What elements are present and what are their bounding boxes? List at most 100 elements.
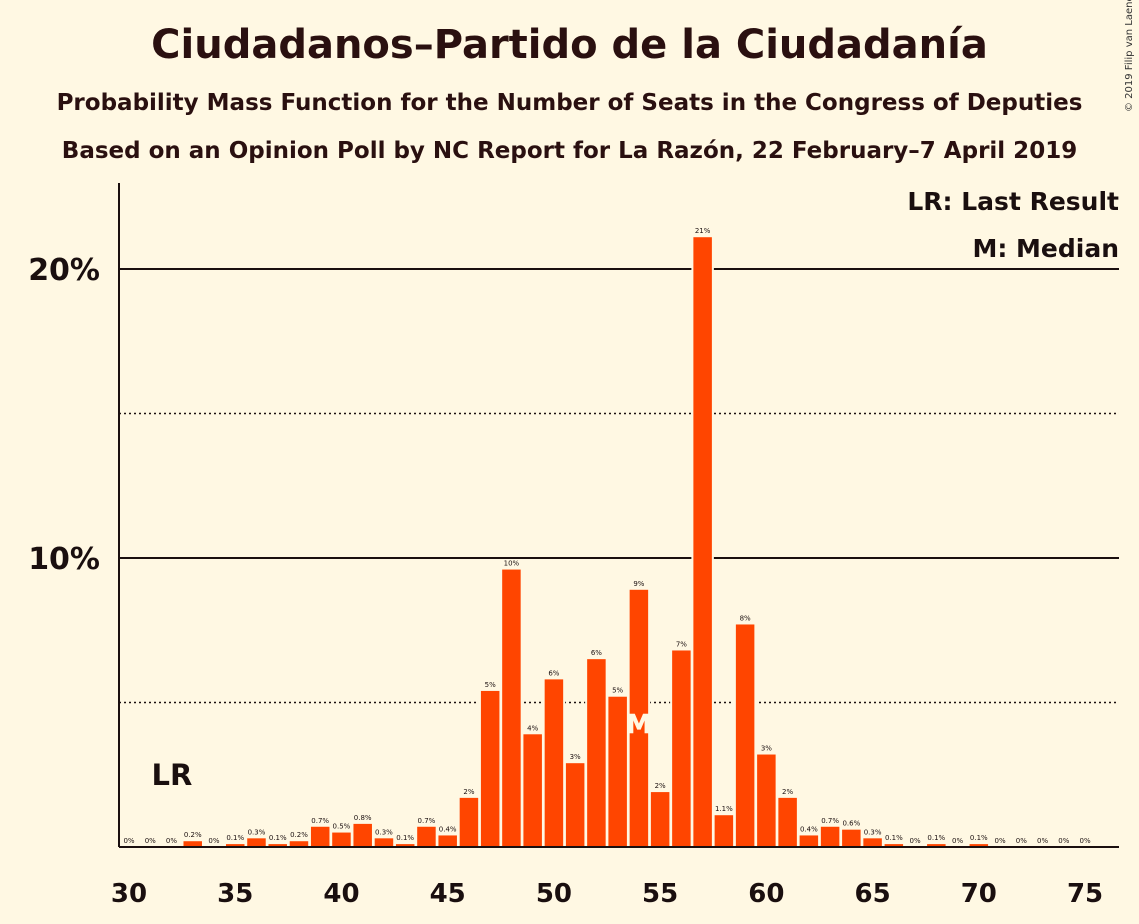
bar-label-seat-59: 8% bbox=[740, 614, 751, 622]
bar-seat-39 bbox=[310, 826, 330, 847]
chart-source: Based on an Opinion Poll by NC Report fo… bbox=[61, 138, 1078, 164]
bar-label-seat-55: 2% bbox=[655, 782, 666, 790]
bar-seat-40 bbox=[332, 832, 351, 847]
bar-seat-37 bbox=[268, 844, 287, 847]
bar-seat-44 bbox=[417, 826, 436, 847]
bar-seat-65 bbox=[863, 838, 882, 847]
bar-seat-60 bbox=[757, 754, 776, 847]
bar-label-seat-53: 5% bbox=[612, 687, 623, 695]
x-tick-40: 40 bbox=[323, 879, 359, 909]
bar-label-seat-74: 0% bbox=[1058, 837, 1069, 845]
bar-label-seat-33: 0.2% bbox=[184, 831, 202, 839]
bar-label-seat-44: 0.7% bbox=[418, 817, 436, 825]
x-tick-45: 45 bbox=[430, 879, 466, 909]
bar-seat-51 bbox=[565, 763, 585, 847]
bar-label-seat-43: 0.1% bbox=[396, 834, 414, 842]
y-tick-20: 20% bbox=[28, 253, 100, 288]
bar-label-seat-40: 0.5% bbox=[333, 823, 351, 831]
bar-seat-56 bbox=[672, 650, 691, 847]
bar-label-seat-37: 0.1% bbox=[269, 834, 287, 842]
bar-seat-52 bbox=[587, 659, 606, 847]
bar-label-seat-47: 5% bbox=[485, 681, 496, 689]
bar-label-seat-71: 0% bbox=[995, 837, 1006, 845]
bar-label-seat-58: 1.1% bbox=[715, 805, 733, 813]
bar-label-seat-36: 0.3% bbox=[248, 828, 266, 836]
bar-seat-48 bbox=[502, 569, 521, 847]
bar-seat-33 bbox=[183, 841, 202, 847]
bar-seat-64 bbox=[842, 829, 861, 847]
bar-seat-50 bbox=[544, 679, 564, 847]
bar-label-seat-30: 0% bbox=[123, 837, 134, 845]
y-tick-10: 10% bbox=[28, 542, 100, 577]
bar-label-seat-72: 0% bbox=[1016, 837, 1027, 845]
bar-label-seat-64: 0.6% bbox=[842, 820, 860, 828]
x-tick-65: 65 bbox=[855, 879, 891, 909]
bar-label-seat-32: 0% bbox=[166, 837, 177, 845]
bar-seat-47 bbox=[480, 690, 500, 847]
x-tick-60: 60 bbox=[748, 879, 784, 909]
legend-last-result: LR: Last Result bbox=[907, 187, 1119, 216]
bar-seat-49 bbox=[523, 734, 542, 847]
bar-label-seat-56: 7% bbox=[676, 640, 687, 648]
bar-label-seat-52: 6% bbox=[591, 649, 602, 657]
bar-label-seat-34: 0% bbox=[208, 837, 219, 845]
bar-seat-55 bbox=[650, 792, 670, 847]
bar-seat-61 bbox=[778, 797, 797, 847]
bar-label-seat-61: 2% bbox=[782, 788, 793, 796]
bar-label-seat-51: 3% bbox=[570, 753, 581, 761]
bar-label-seat-70: 0.1% bbox=[970, 834, 988, 842]
bar-seat-57 bbox=[693, 237, 712, 847]
bar-seat-35 bbox=[225, 844, 245, 847]
bar-label-seat-42: 0.3% bbox=[375, 828, 393, 836]
bar-seat-54 bbox=[629, 589, 649, 847]
x-tick-35: 35 bbox=[217, 879, 253, 909]
x-tick-50: 50 bbox=[536, 879, 572, 909]
median-marker: M bbox=[626, 710, 652, 740]
bar-label-seat-54: 9% bbox=[633, 580, 644, 588]
chart-title: Ciudadanos–Partido de la Ciudadanía bbox=[151, 22, 988, 68]
bar-seat-62 bbox=[799, 835, 819, 847]
x-tick-75: 75 bbox=[1067, 879, 1103, 909]
bar-seat-66 bbox=[884, 844, 904, 847]
bars bbox=[181, 237, 991, 847]
bar-seat-38 bbox=[289, 841, 309, 847]
bar-label-seat-75: 0% bbox=[1079, 837, 1090, 845]
bar-label-seat-63: 0.7% bbox=[821, 817, 839, 825]
bar-label-seat-31: 0% bbox=[145, 837, 156, 845]
bar-seat-68 bbox=[927, 844, 946, 847]
bar-seat-63 bbox=[820, 826, 840, 847]
bar-label-seat-69: 0% bbox=[952, 837, 963, 845]
gridlines bbox=[119, 268, 1119, 704]
bar-seat-46 bbox=[459, 797, 479, 847]
bar-label-seat-67: 0% bbox=[910, 837, 921, 845]
x-tick-55: 55 bbox=[642, 879, 678, 909]
bar-seat-41 bbox=[353, 823, 372, 847]
tick-labels: 30 35 40 45 50 55 60 65 70 75 10% 20% bbox=[28, 253, 1103, 909]
bar-label-seat-46: 2% bbox=[463, 788, 474, 796]
bar-label-seat-62: 0.4% bbox=[800, 825, 818, 833]
bar-seat-70 bbox=[969, 844, 989, 847]
bar-seat-58 bbox=[714, 815, 734, 847]
bar-label-seat-60: 3% bbox=[761, 745, 772, 753]
bar-label-seat-65: 0.3% bbox=[864, 828, 882, 836]
bar-seat-53 bbox=[608, 696, 627, 847]
bar-label-seat-73: 0% bbox=[1037, 837, 1048, 845]
chart-subtitle: Probability Mass Function for the Number… bbox=[56, 90, 1083, 116]
bar-seat-59 bbox=[735, 624, 755, 847]
bar-labels: 0% 0% 0%0.2%0% 0.1%0.3%0.1% 0.2%0.7%0.5%0.8%… bbox=[123, 227, 1091, 845]
bar-label-seat-39: 0.7% bbox=[311, 817, 329, 825]
bar-label-seat-38: 0.2% bbox=[290, 831, 308, 839]
bar-label-seat-49: 4% bbox=[527, 724, 538, 732]
bar-label-seat-66: 0.1% bbox=[885, 834, 903, 842]
bar-seat-42 bbox=[374, 838, 394, 847]
bar-label-seat-41: 0.8% bbox=[354, 814, 372, 822]
x-tick-70: 70 bbox=[961, 879, 997, 909]
bar-label-seat-50: 6% bbox=[548, 669, 559, 677]
last-result-marker: LR bbox=[151, 758, 192, 792]
axes bbox=[118, 183, 1119, 848]
bar-seat-45 bbox=[438, 835, 457, 847]
bar-label-seat-48: 10% bbox=[504, 560, 520, 568]
bar-seat-43 bbox=[395, 844, 415, 847]
bar-label-seat-35: 0.1% bbox=[226, 834, 244, 842]
